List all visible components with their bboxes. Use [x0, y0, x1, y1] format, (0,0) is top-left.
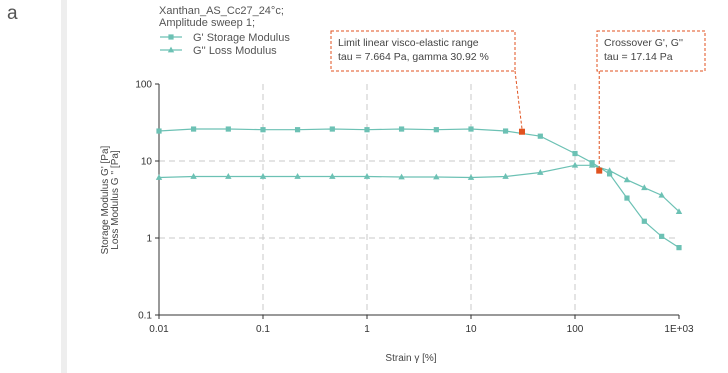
loss-modulus-point	[571, 161, 579, 168]
annotation-leader	[514, 70, 523, 129]
y-tick-label: 100	[135, 80, 152, 91]
panel-divider	[61, 0, 67, 373]
storage-modulus-point	[156, 128, 162, 134]
loss-modulus-point	[363, 173, 371, 179]
storage-modulus-point	[537, 133, 543, 139]
x-tick-label: 1E+03	[664, 324, 694, 335]
loss-modulus-point	[433, 173, 440, 180]
legend-label: G' Storage Modulus	[193, 32, 290, 44]
highlight-point	[518, 128, 525, 135]
legend-swatch-marker	[167, 46, 175, 53]
axis-layer: 0.01 0.1 1 10 100 1E+03 0.1 1 10 100 Strain γ [%] S…	[100, 80, 694, 365]
x-tick-label: 1	[364, 324, 370, 335]
loss-modulus-point	[623, 176, 631, 183]
loss-modulus-point	[259, 173, 267, 179]
storage-modulus-point	[364, 127, 370, 133]
loss-modulus-point	[190, 173, 197, 179]
loss-modulus-point	[675, 208, 683, 215]
loss-modulus-point	[329, 173, 336, 179]
x-tick-label: 0.01	[149, 324, 169, 335]
storage-modulus-point	[676, 245, 682, 251]
storage-modulus-point	[260, 127, 266, 133]
storage-modulus-point	[502, 128, 509, 134]
plot-frame	[158, 84, 679, 316]
annotation-box	[596, 30, 706, 72]
storage-modulus-point	[329, 126, 335, 132]
chart-title: Xanthan_AS_Cc27_24°c;	[159, 5, 284, 17]
storage-modulus-point	[624, 195, 630, 201]
loss-modulus-point	[658, 191, 665, 198]
annotation-text: tau = 17.14 Pa	[604, 51, 673, 63]
y-tick-label: 0.1	[138, 311, 152, 322]
annotation-text: Crossover G', G''	[604, 37, 683, 49]
annotation-box	[330, 30, 516, 72]
x-tick-label: 0.1	[256, 324, 270, 335]
grid-layer	[159, 84, 679, 315]
loss-modulus-point	[502, 173, 509, 179]
y-tick-label: 1	[146, 234, 152, 245]
storage-modulus-point	[294, 127, 301, 133]
loss-modulus-point	[537, 169, 544, 175]
loss-modulus-point	[398, 173, 405, 180]
annotation-layer: Limit linear visco-elastic range tau = 7.…	[330, 30, 706, 174]
storage-modulus-point	[225, 126, 231, 132]
legend-label: G'' Loss Modulus	[193, 45, 277, 57]
highlight-point	[596, 167, 603, 174]
y-axis-title: Loss Modulus G '' [Pa]	[110, 150, 121, 250]
loss-modulus-point	[155, 174, 163, 180]
storage-modulus-point	[641, 218, 647, 224]
storage-modulus-point	[190, 126, 197, 132]
loss-modulus-point	[606, 167, 613, 174]
legend: Xanthan_AS_Cc27_24°c;Amplitude sweep 1; G…	[159, 5, 290, 57]
loss-modulus-point	[225, 173, 232, 179]
storage-modulus-point	[433, 127, 439, 133]
y-tick-label: 10	[141, 157, 153, 168]
annotation-text: tau = 7.664 Pa, gamma 30.92 %	[338, 51, 489, 63]
x-axis-title: Strain γ [%]	[385, 353, 436, 364]
storage-modulus-point	[468, 126, 474, 132]
loss-modulus-point	[588, 161, 596, 168]
storage-modulus-point	[398, 126, 405, 132]
chart-title: Amplitude sweep 1;	[159, 17, 255, 29]
loss-modulus-point	[641, 184, 648, 191]
legend-swatch-marker	[168, 34, 174, 40]
series-layer	[155, 126, 683, 251]
panel-label: a	[7, 3, 18, 24]
storage-modulus-point	[606, 171, 613, 177]
loss-modulus-point	[294, 173, 301, 179]
x-tick-label: 100	[567, 324, 584, 335]
loss-modulus-point	[467, 174, 475, 180]
x-tick-label: 10	[465, 324, 477, 335]
y-axis-title: Storage Modulus G' [Pa]	[100, 145, 111, 254]
storage-modulus-point	[659, 233, 665, 239]
annotation-text: Limit linear visco-elastic range	[338, 37, 479, 49]
storage-modulus-line	[158, 128, 680, 249]
storage-modulus-point	[572, 150, 578, 157]
